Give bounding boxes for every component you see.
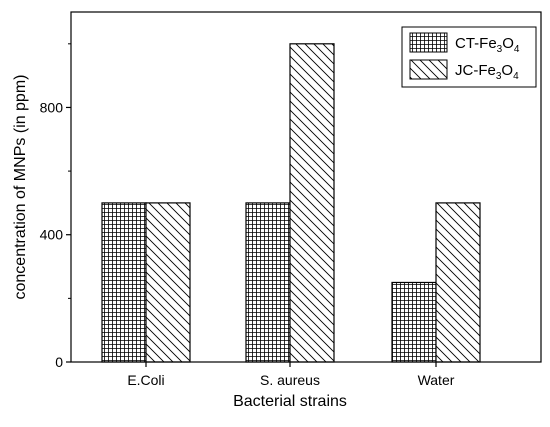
- y-tick-label: 0: [55, 354, 63, 370]
- x-tick-label: S. aureus: [260, 372, 320, 388]
- legend-swatch-ct-fe3o4: [409, 32, 448, 53]
- y-tick-label: 800: [40, 99, 64, 115]
- y-axis-label: concentration of MNPs (in ppm): [12, 75, 29, 300]
- bar-ct-fe3o4-water: [391, 281, 437, 363]
- x-tick-label: Water: [418, 372, 455, 388]
- x-axis-label: Bacterial strains: [233, 393, 347, 410]
- plot-frame: [70, 11, 542, 363]
- x-tick-label: E.Coli: [127, 372, 164, 388]
- bar-ct-fe3o4-e-coli: [101, 202, 147, 363]
- bar-jc-fe3o4-s-aureus: [289, 43, 335, 363]
- legend-swatch-jc-fe3o4: [409, 59, 448, 80]
- bar-jc-fe3o4-e-coli: [145, 202, 191, 363]
- legend: CT-Fe3O4 JC-Fe3O4: [401, 26, 537, 88]
- legend-label-jc-fe3o4: JC-Fe3O4: [455, 62, 519, 82]
- bar-jc-fe3o4-water: [435, 202, 481, 363]
- legend-label-ct-fe3o4: CT-Fe3O4: [455, 35, 520, 55]
- bar-ct-fe3o4-s-aureus: [245, 202, 291, 363]
- y-tick-label: 400: [40, 227, 64, 243]
